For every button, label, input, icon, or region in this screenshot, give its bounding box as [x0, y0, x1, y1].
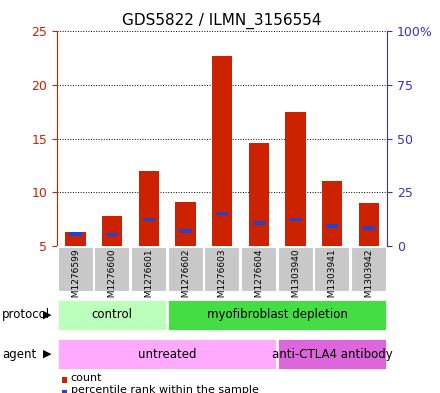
Bar: [253, 221, 265, 225]
Bar: [249, 143, 269, 246]
Bar: [180, 229, 191, 233]
FancyBboxPatch shape: [314, 247, 350, 292]
Bar: [290, 218, 301, 221]
Bar: [216, 211, 228, 215]
FancyBboxPatch shape: [57, 299, 167, 331]
FancyBboxPatch shape: [351, 247, 387, 292]
Text: agent: agent: [2, 347, 37, 361]
FancyBboxPatch shape: [277, 338, 387, 370]
Text: ▶: ▶: [43, 349, 51, 359]
FancyBboxPatch shape: [94, 247, 130, 292]
Bar: [102, 216, 122, 246]
Bar: [212, 56, 232, 246]
Bar: [66, 232, 86, 246]
Text: GSM1276604: GSM1276604: [254, 249, 264, 309]
Bar: [176, 202, 196, 246]
Bar: [143, 218, 155, 221]
FancyBboxPatch shape: [57, 338, 277, 370]
Text: protocol: protocol: [2, 308, 50, 321]
Text: GSM1276601: GSM1276601: [144, 249, 154, 309]
Text: GSM1276599: GSM1276599: [71, 249, 80, 309]
Bar: [106, 233, 118, 236]
Bar: [70, 232, 81, 236]
FancyBboxPatch shape: [241, 247, 277, 292]
Title: GDS5822 / ILMN_3156554: GDS5822 / ILMN_3156554: [122, 13, 322, 29]
Text: GSM1276603: GSM1276603: [218, 249, 227, 309]
Text: anti-CTLA4 antibody: anti-CTLA4 antibody: [272, 347, 392, 361]
Text: ▶: ▶: [43, 310, 51, 320]
FancyBboxPatch shape: [58, 247, 94, 292]
Text: GSM1303941: GSM1303941: [328, 249, 337, 309]
Text: control: control: [92, 308, 133, 321]
Bar: [139, 171, 159, 246]
FancyBboxPatch shape: [131, 247, 167, 292]
FancyBboxPatch shape: [168, 247, 203, 292]
Text: count: count: [71, 373, 103, 383]
Bar: [326, 224, 338, 228]
Bar: [286, 112, 306, 246]
Text: percentile rank within the sample: percentile rank within the sample: [71, 385, 259, 393]
Text: untreated: untreated: [138, 347, 196, 361]
Text: GSM1276602: GSM1276602: [181, 249, 190, 309]
Bar: [322, 181, 342, 246]
Bar: [363, 226, 375, 230]
Text: GSM1276600: GSM1276600: [108, 249, 117, 309]
Bar: [359, 203, 379, 246]
Text: GSM1303942: GSM1303942: [364, 249, 374, 309]
Text: myofibroblast depletion: myofibroblast depletion: [207, 308, 348, 321]
FancyBboxPatch shape: [204, 247, 240, 292]
Text: GSM1303940: GSM1303940: [291, 249, 300, 309]
FancyBboxPatch shape: [278, 247, 314, 292]
FancyBboxPatch shape: [167, 299, 387, 331]
